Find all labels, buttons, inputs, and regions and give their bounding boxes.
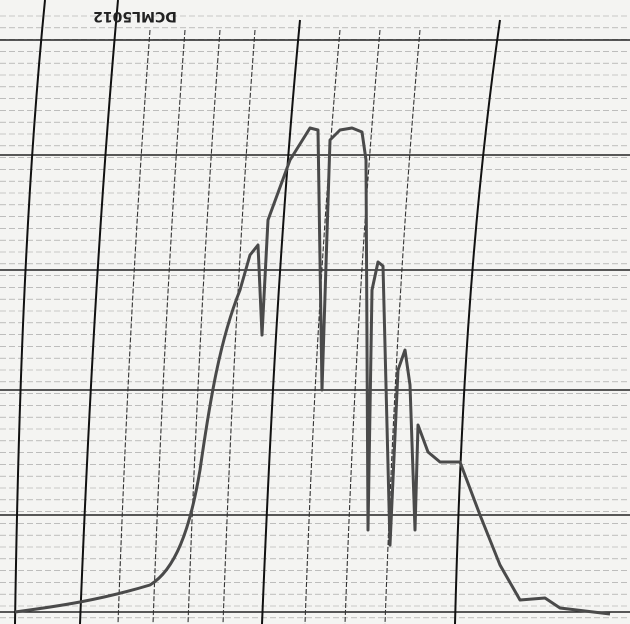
chart-label: DCML5012 — [93, 8, 177, 24]
horizontal-grid — [0, 15, 630, 619]
vertical-arcs — [14, 0, 501, 624]
trace — [14, 126, 611, 616]
